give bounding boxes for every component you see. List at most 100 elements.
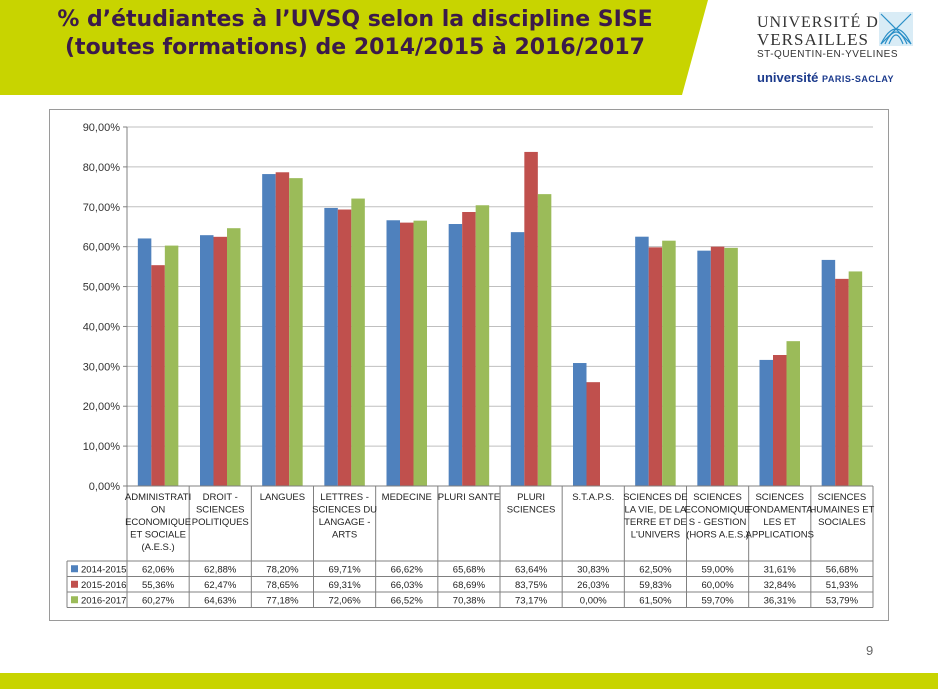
x-category-label-line: ADMINISTRATI <box>125 492 191 503</box>
bar <box>227 228 241 486</box>
data-table-value: 62,47% <box>204 580 237 591</box>
bar <box>151 265 165 486</box>
data-table-value: 65,68% <box>453 564 486 575</box>
bar <box>586 382 600 486</box>
data-table-value: 60,00% <box>701 580 734 591</box>
x-category-label: LANGUES <box>260 492 305 503</box>
y-tick-label: 0,00% <box>89 481 120 493</box>
x-category-label-line: PLURI <box>517 492 545 503</box>
data-table-value: 66,03% <box>391 580 424 591</box>
bar <box>537 194 552 486</box>
legend-series-name: 2016-2017 <box>81 595 126 606</box>
slide-title: % d’étudiantes à l’UVSQ selon la discipl… <box>57 7 653 60</box>
legend-swatch <box>71 596 78 604</box>
x-category-label-line: APPLICATIONS <box>746 530 814 541</box>
bar <box>475 205 490 486</box>
x-category-label-line: S.T.A.P.S. <box>572 492 614 503</box>
data-table-value: 59,70% <box>701 595 734 606</box>
bar <box>662 240 676 486</box>
x-category-label-line: PLURI SANTE <box>438 492 500 503</box>
bar <box>275 172 290 486</box>
page-number: 9 <box>866 643 874 658</box>
legend-series-name: 2014-2015 <box>81 564 126 575</box>
bar <box>848 271 863 486</box>
x-category-label: SCIENCES ECONOMIQUE S - GESTION (HORS A.E.S… <box>685 492 751 541</box>
bar <box>821 259 836 486</box>
y-tick-label: 70,00% <box>83 202 121 214</box>
x-category-label: PLURI SCIENCES <box>507 492 556 516</box>
data-table-value: 32,84% <box>764 580 797 591</box>
x-category-label-line: LES ET <box>763 517 796 528</box>
x-category-label: SCIENCES DE LA VIE, DE LA TERRE ET DE L'UNI… <box>623 492 687 541</box>
data-table-value: 73,17% <box>515 595 548 606</box>
x-category-label-line: POLITIQUES <box>192 517 249 528</box>
bar <box>400 222 414 486</box>
x-category-label-line: LA VIE, DE LA <box>625 505 687 516</box>
legend-series-name: 2015-2016 <box>81 580 126 591</box>
data-table-value: 62,06% <box>142 564 175 575</box>
x-category-label-line: HUMAINES ET <box>809 505 874 516</box>
footer-accent-bar <box>0 673 938 689</box>
data-table-value: 77,18% <box>266 595 299 606</box>
data-table-value: 59,00% <box>701 564 734 575</box>
x-category-label-line: SCIENCES <box>755 492 804 503</box>
logo-line-4: université PARIS-SACLAY <box>757 70 894 85</box>
x-category-label-line: LANGAGE - <box>319 517 371 528</box>
x-category-label: ADMINISTRATI ON ECONOMIQUE ET SOCIALE (A.E.S… <box>125 492 191 553</box>
bar <box>648 247 663 486</box>
x-category-label-line: SCIENCES <box>507 505 556 516</box>
bar <box>786 341 800 486</box>
bar <box>635 236 649 486</box>
data-table-value: 66,52% <box>391 595 424 606</box>
x-category-label-line: ECONOMIQUE <box>685 505 751 516</box>
data-table-value: 62,50% <box>639 564 672 575</box>
uvsq-emblem-icon <box>879 12 913 46</box>
data-table-value: 63,64% <box>515 564 548 575</box>
logo-line-4-small: PARIS-SACLAY <box>822 74 895 84</box>
data-table-value: 26,03% <box>577 580 610 591</box>
bars-layer <box>137 151 863 487</box>
data-table-value: 30,83% <box>577 564 610 575</box>
x-category-label-line: ON <box>151 505 165 516</box>
x-category-label-line: SCIENCES DE <box>623 492 687 503</box>
data-table-value: 64,63% <box>204 595 237 606</box>
title-banner-background <box>0 0 708 95</box>
data-table-value: 66,62% <box>391 564 424 575</box>
x-category-label-line: TERRE ET DE <box>624 517 687 528</box>
data-table-value: 61,50% <box>639 595 672 606</box>
data-table-value: 78,20% <box>266 564 299 575</box>
x-category-label: S.T.A.P.S. <box>572 492 614 503</box>
bar <box>386 220 400 486</box>
x-category-label-line: SCIENCES <box>196 505 245 516</box>
x-category-label-line: DROIT - <box>203 492 238 503</box>
x-category-label-line: ARTS <box>332 530 357 541</box>
logo-line-4-main: université <box>757 70 819 85</box>
data-table-value: 53,79% <box>826 595 859 606</box>
data-table-value: 62,88% <box>204 564 237 575</box>
data-table-value: 83,75% <box>515 580 548 591</box>
data-table-value: 60,27% <box>142 595 175 606</box>
bar <box>289 178 303 486</box>
bar <box>773 355 787 486</box>
bar <box>324 207 338 486</box>
x-category-label-line: LANGUES <box>260 492 305 503</box>
x-category-label-line: FONDAMENTA <box>747 505 813 516</box>
x-category-label-line: (A.E.S.) <box>141 542 174 553</box>
bar <box>524 151 538 487</box>
data-table-value: 69,31% <box>328 580 361 591</box>
y-tick-label: 60,00% <box>83 242 121 254</box>
x-category-label-line: L'UNIVERS <box>631 530 680 541</box>
university-logo: UNIVERSITÉ DE VERSAILLES ST-QUENTIN-EN-Y… <box>757 12 927 87</box>
bar <box>262 174 276 486</box>
data-table-value: 78,65% <box>266 580 299 591</box>
legend-swatch <box>71 565 78 573</box>
data-table-value: 31,61% <box>764 564 797 575</box>
y-tick-label: 50,00% <box>83 282 121 294</box>
bar <box>510 232 525 486</box>
bar <box>462 212 476 486</box>
x-category-label-line: ET SOCIALE <box>130 530 186 541</box>
y-tick-label: 30,00% <box>83 361 121 373</box>
x-category-label-line: S - GESTION <box>689 517 747 528</box>
x-category-label-line: SCIENCES DU <box>312 505 377 516</box>
y-tick-label: 90,00% <box>83 122 121 134</box>
